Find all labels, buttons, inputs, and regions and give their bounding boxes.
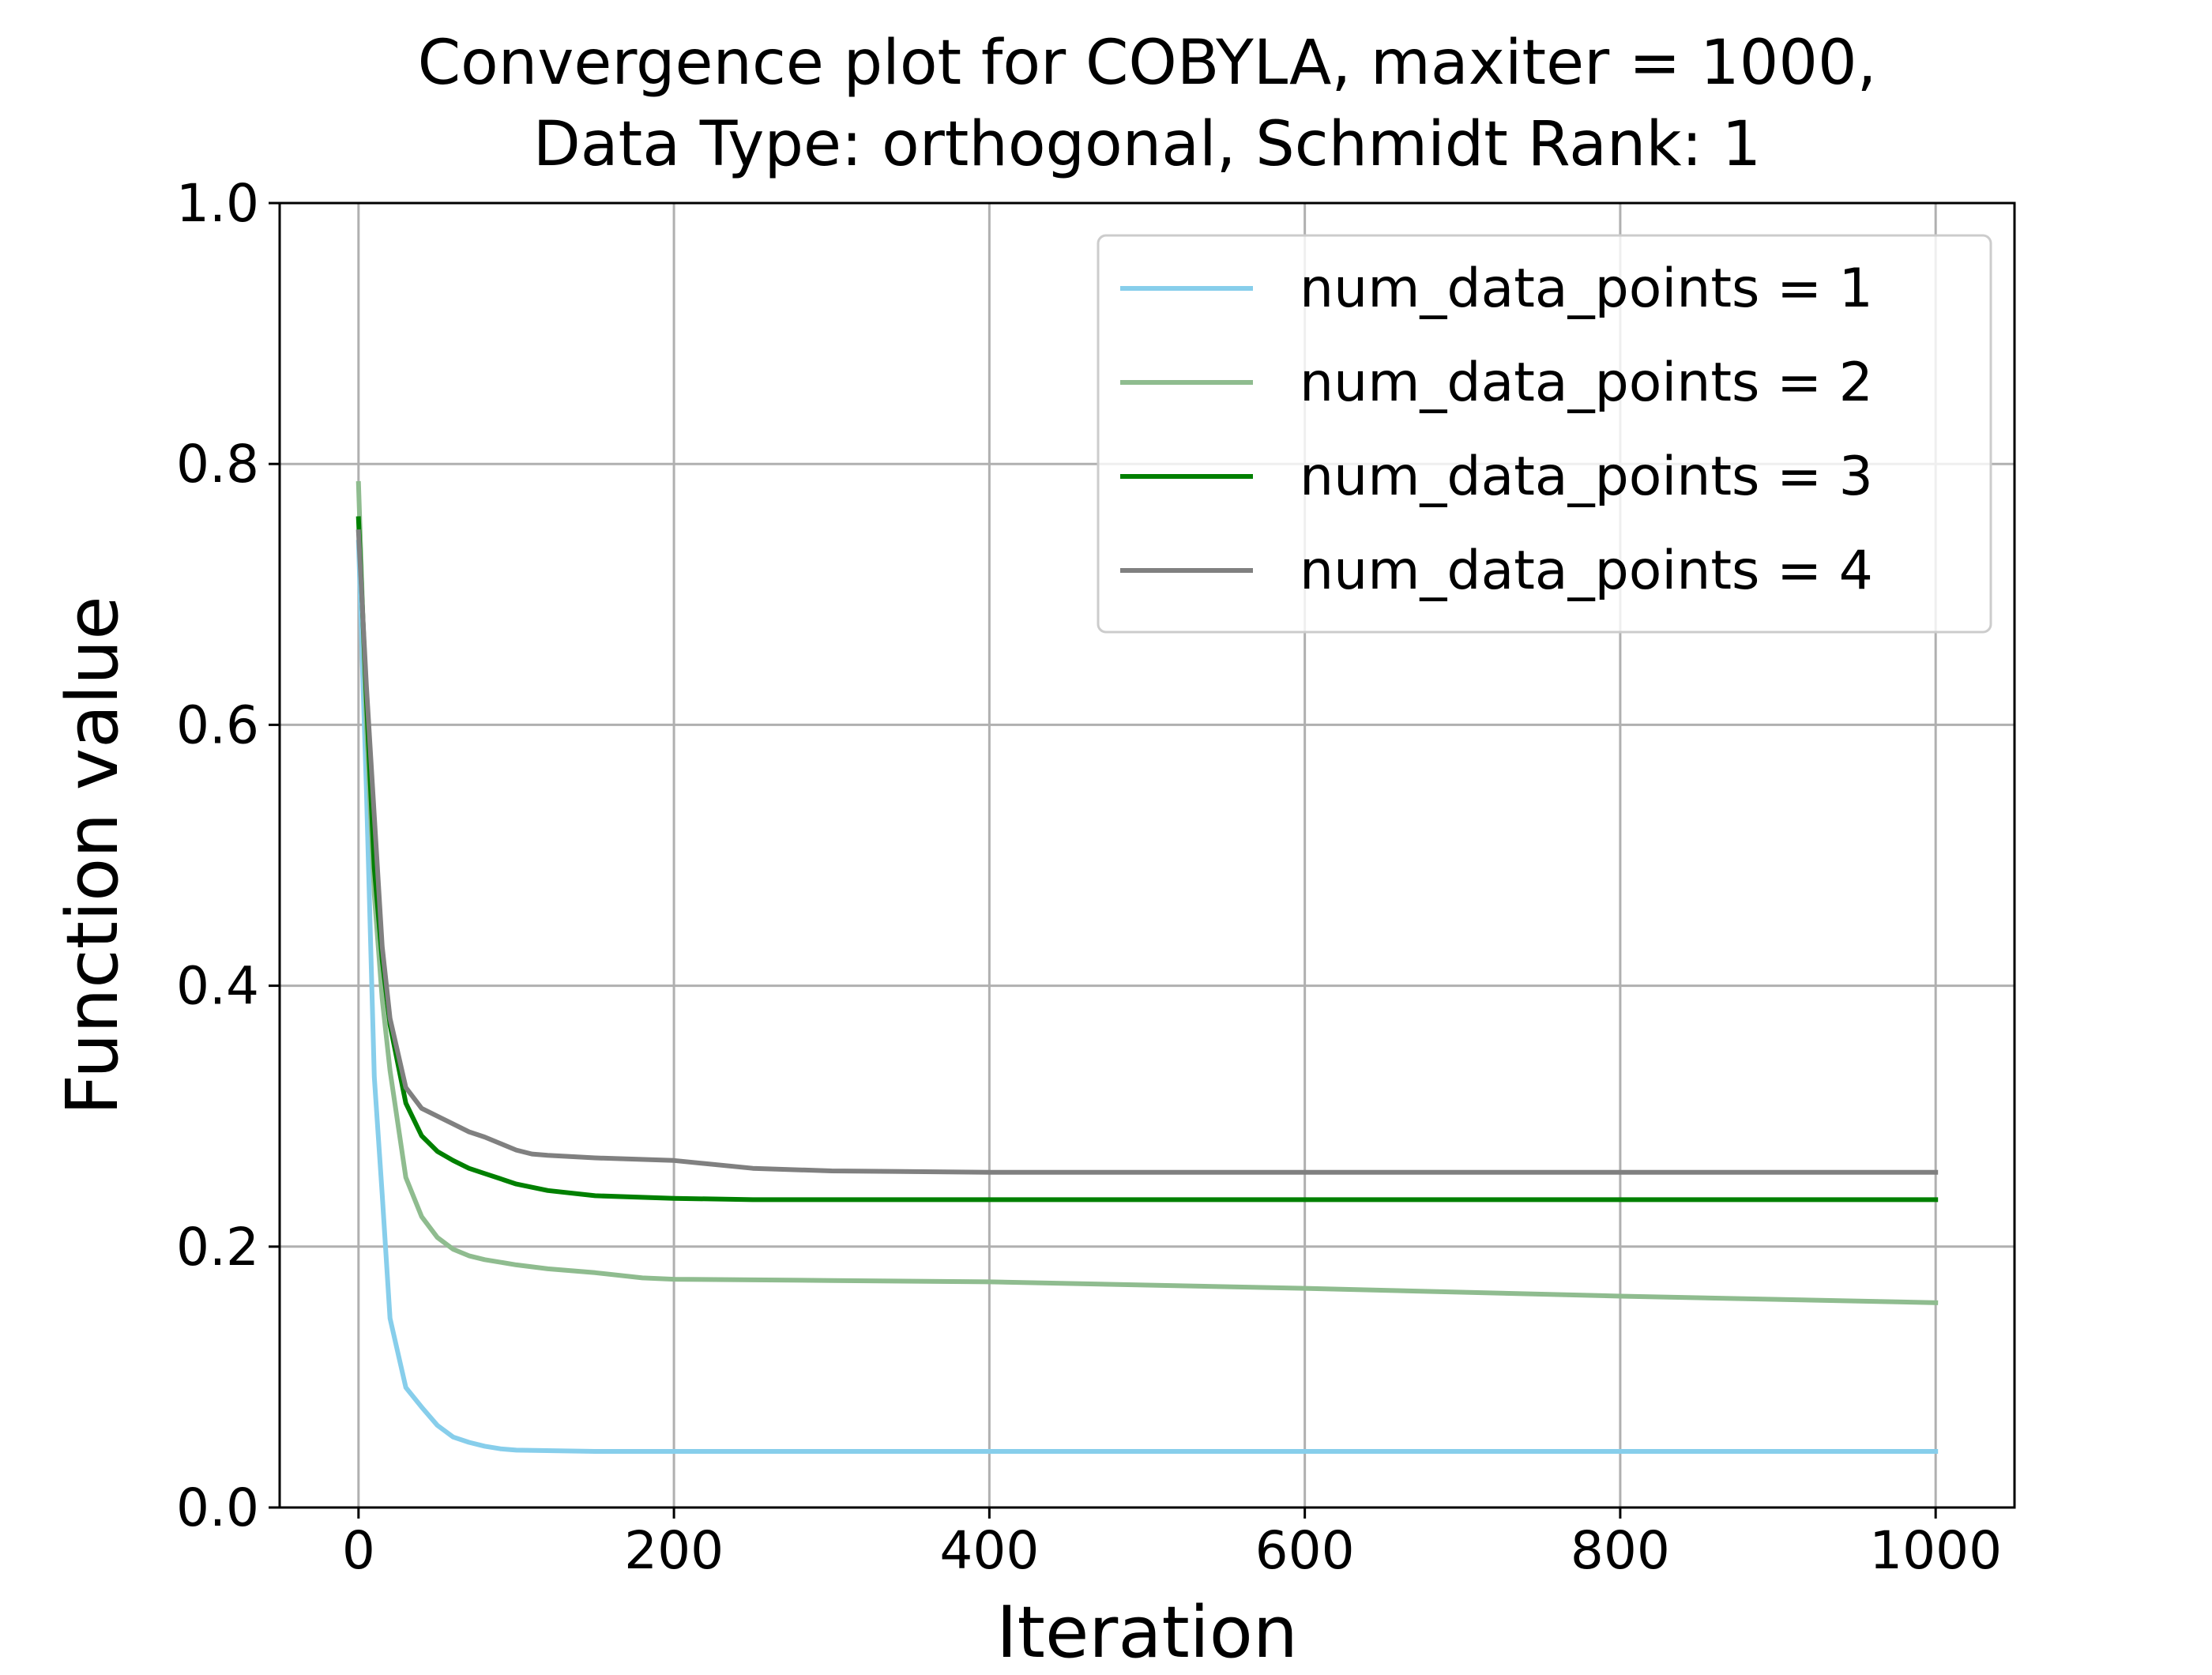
x-tick-label: 200 — [624, 1520, 724, 1581]
y-axis-ticks: 0.0 0.2 0.4 0.6 0.8 1.0 — [176, 173, 280, 1538]
x-tick-label: 0 — [342, 1520, 375, 1581]
legend-box — [1097, 234, 1992, 634]
x-axis-label: Iteration — [996, 1591, 1298, 1674]
y-tick-label: 0.2 — [176, 1217, 259, 1278]
x-tick-label: 600 — [1255, 1520, 1355, 1581]
y-tick-label: 1.0 — [176, 173, 259, 234]
legend-label-4: num_data_points = 4 — [1300, 540, 1873, 602]
y-tick-label: 0.0 — [176, 1477, 259, 1538]
x-axis-ticks: 0 200 400 600 800 1000 — [342, 1508, 2002, 1581]
chart-title-line-1: Convergence plot for COBYLA, maxiter = 1… — [418, 28, 1877, 99]
legend-label-3: num_data_points = 3 — [1300, 446, 1873, 508]
y-tick-label: 0.8 — [176, 434, 259, 495]
chart-title: Convergence plot for COBYLA, maxiter = 1… — [418, 28, 1877, 180]
series-line-2 — [356, 480, 1939, 1305]
chart-title-line-2: Data Type: orthogonal, Schmidt Rank: 1 — [533, 109, 1761, 180]
series-lines — [356, 480, 1939, 1454]
plot-area-frame — [278, 201, 2016, 1509]
series-line-4 — [356, 529, 1939, 1175]
legend-label-2: num_data_points = 2 — [1300, 352, 1873, 414]
y-axis-label: Function value — [51, 596, 134, 1115]
y-tick-label: 0.4 — [176, 956, 259, 1017]
x-tick-label: 800 — [1571, 1520, 1670, 1581]
legend: num_data_points = 1 num_data_points = 2 nu… — [1097, 234, 1992, 634]
y-tick-label: 0.6 — [176, 694, 259, 755]
x-tick-label: 1000 — [1869, 1520, 2002, 1581]
series-line-1 — [356, 540, 1939, 1454]
x-tick-label: 400 — [939, 1520, 1039, 1581]
legend-label-1: num_data_points = 1 — [1300, 258, 1873, 320]
